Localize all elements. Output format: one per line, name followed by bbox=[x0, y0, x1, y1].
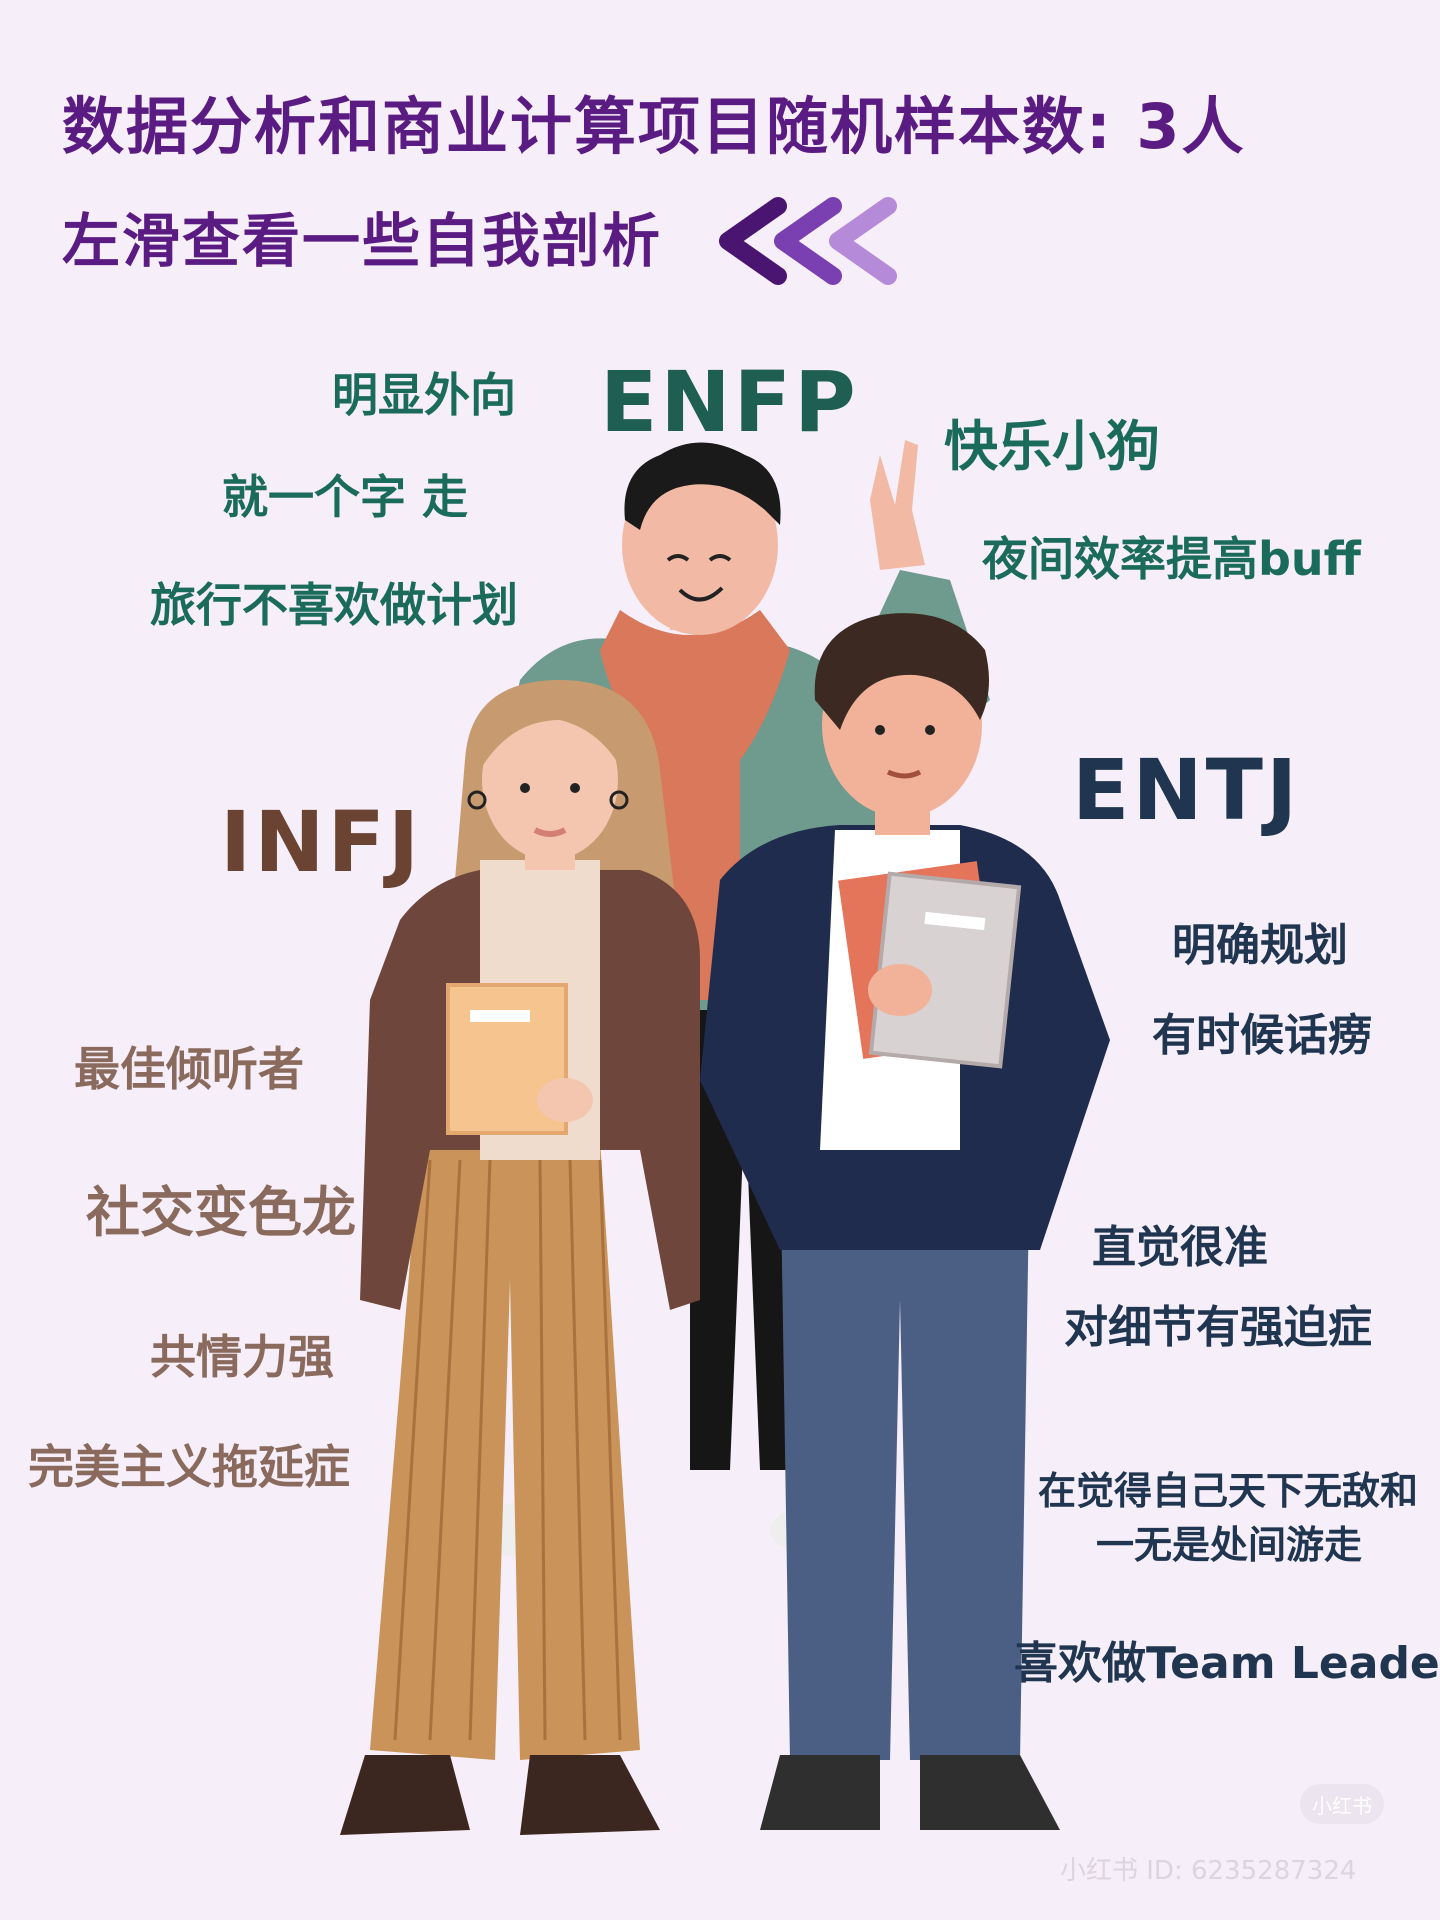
entj-trait: 一无是处间游走 bbox=[1096, 1523, 1363, 1567]
triple-left-chevron-icon bbox=[719, 197, 897, 285]
entj-trait: 在觉得自己天下无敌和 bbox=[1038, 1469, 1419, 1513]
entj-type-label: ENTJ bbox=[1072, 741, 1301, 839]
enfp-trait: 旅行不喜欢做计划 bbox=[150, 578, 518, 632]
infj-type-label: INFJ bbox=[220, 793, 423, 891]
infj-trait: 社交变色龙 bbox=[86, 1181, 356, 1244]
entj-trait: 对细节有强迫症 bbox=[1064, 1302, 1372, 1353]
enfp-trait: 夜间效率提高buff bbox=[982, 532, 1361, 586]
infj-trait: 共情力强 bbox=[150, 1330, 334, 1384]
enfp-trait: 快乐小狗 bbox=[944, 415, 1160, 478]
swipe-hint: 左滑查看一些自我剖析 bbox=[62, 207, 663, 275]
entj-trait: 明确规划 bbox=[1172, 920, 1348, 971]
infj-trait: 最佳倾听者 bbox=[74, 1042, 304, 1096]
entj-trait: 有时候话痨 bbox=[1152, 1010, 1372, 1061]
infj-trait: 完美主义拖延症 bbox=[28, 1440, 350, 1494]
page-title: 数据分析和商业计算项目随机样本数: 3人 bbox=[62, 90, 1246, 163]
entj-trait: 直觉很准 bbox=[1092, 1222, 1268, 1273]
watermark-id: 小红书 ID: 6235287324 bbox=[1060, 1856, 1357, 1886]
infj-figure bbox=[340, 680, 700, 1835]
enfp-trait: 就一个字 走 bbox=[222, 470, 469, 524]
enfp-type-label: ENFP bbox=[600, 353, 859, 451]
entj-trait: 喜欢做Team Leader bbox=[1014, 1638, 1440, 1689]
entj-figure bbox=[700, 613, 1110, 1830]
enfp-trait: 明显外向 bbox=[332, 368, 516, 422]
xiaohongshu-logo-badge: 小红书 bbox=[1300, 1784, 1384, 1824]
